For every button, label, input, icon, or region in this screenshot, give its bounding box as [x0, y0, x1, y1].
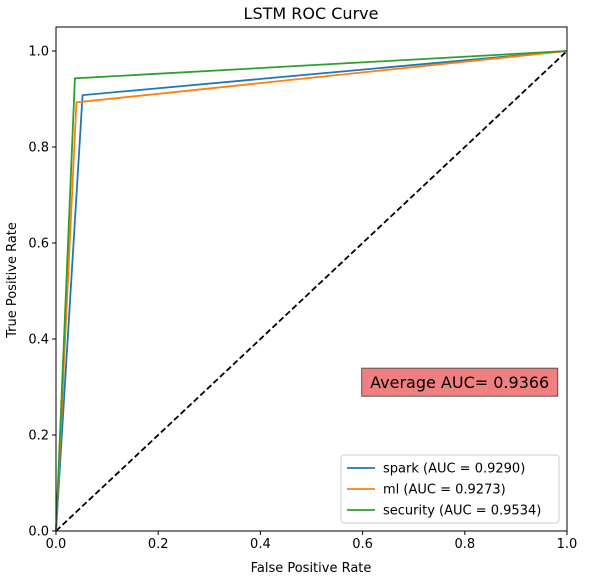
x-tick-label: 0.2 — [148, 537, 169, 552]
x-axis-label: False Positive Rate — [251, 561, 372, 576]
y-axis-label: True Positive Rate — [5, 222, 20, 339]
axes-frame — [55, 26, 568, 532]
annotation-box — [361, 367, 559, 397]
y-tick-label: 0.4 — [28, 333, 49, 348]
x-tick-label: 0.0 — [46, 537, 67, 552]
y-tick-label: 0.2 — [28, 429, 49, 444]
series-line-2 — [55, 50, 568, 532]
legend-box — [340, 454, 560, 524]
annotation-text: Average AUC= 0.9366 — [370, 373, 549, 392]
x-tick-label: 0.8 — [454, 537, 475, 552]
y-tick-label: 0.8 — [28, 141, 49, 156]
series-line-0 — [55, 50, 568, 532]
x-tick-label: 1.0 — [557, 537, 578, 552]
y-tick-label: 0.6 — [28, 237, 49, 252]
y-tick-label: 1.0 — [28, 45, 49, 60]
x-tick-label: 0.4 — [250, 537, 271, 552]
y-tick-label: 0.0 — [28, 525, 49, 540]
x-tick-label: 0.6 — [352, 537, 373, 552]
average-auc-annotation: Average AUC= 0.9366 — [361, 367, 559, 397]
legend-entry-label: spark (AUC = 0.9290) — [383, 462, 525, 477]
legend: spark (AUC = 0.9290) ml (AUC = 0.9273) sec… — [340, 454, 560, 524]
plot-area: 0.0 0.2 0.4 0.6 0.8 1.0 0.0 0.2 0.4 0.6 0.8 1.0 Aver… — [28, 26, 578, 552]
legend-entry-label: ml (AUC = 0.9273) — [383, 483, 506, 498]
legend-entry-label: security (AUC = 0.9534) — [383, 504, 541, 519]
chart-title: LSTM ROC Curve — [244, 4, 379, 23]
